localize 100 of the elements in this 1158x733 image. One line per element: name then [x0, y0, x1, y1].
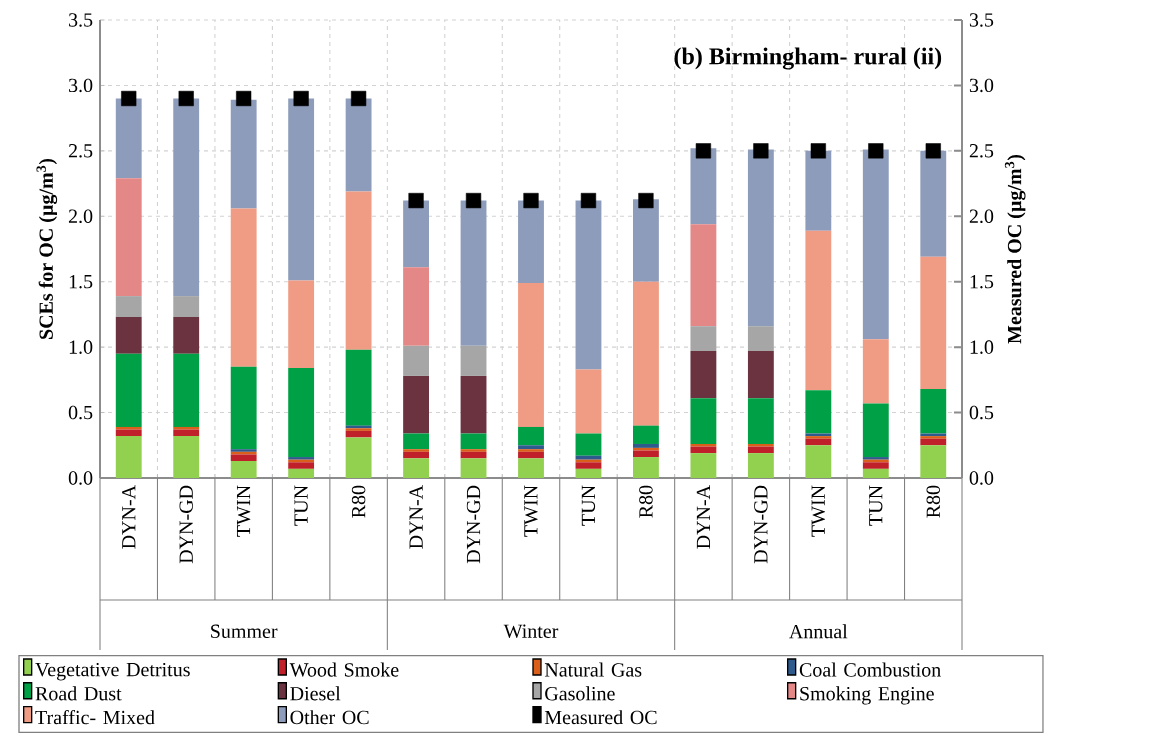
x-tick-label: DYN-GD: [179, 485, 193, 564]
bar: [230, 208, 257, 367]
bar: [633, 443, 659, 448]
bar: [403, 267, 429, 346]
bar: [173, 296, 200, 317]
bar: [575, 455, 602, 460]
bar: [403, 345, 429, 376]
y-axis-title: SCEs for OC (µg/m$^{3}$): [36, 158, 58, 339]
bar: [690, 326, 717, 352]
y-tick-label: 1.5: [69, 274, 93, 289]
bar: [288, 468, 315, 478]
x-tick-label: TWIN: [236, 485, 251, 537]
point: [810, 143, 826, 159]
bar: [862, 462, 889, 469]
bar: [518, 282, 544, 427]
bar: [115, 178, 142, 297]
x-tick-label: TUN: [869, 485, 883, 526]
point: [408, 192, 424, 209]
bar: [115, 353, 142, 427]
bar: [403, 375, 429, 434]
x-tick-label: DYN-A: [409, 485, 423, 549]
x-tick-label: R80: [351, 485, 366, 518]
x-tick-label: TWIN: [524, 485, 538, 537]
bar: [288, 98, 315, 281]
bar: [747, 453, 774, 478]
bar: [747, 351, 774, 399]
bar: [633, 457, 659, 478]
bar: [862, 149, 889, 340]
point: [293, 90, 309, 107]
bar: [747, 398, 774, 444]
point: [580, 192, 597, 209]
legend-label: Road Dust: [35, 686, 122, 701]
point: [465, 192, 482, 209]
legend-label: Diesel: [290, 686, 341, 701]
x-tick-label: DYN-A: [696, 485, 711, 549]
bar: [115, 426, 142, 430]
legend-label: Gasoline: [545, 686, 615, 701]
point: [753, 143, 769, 159]
y2-tick-label: 1.5: [970, 274, 994, 289]
bar: [575, 200, 602, 370]
bar: [115, 296, 142, 317]
bar: [518, 451, 544, 459]
bar: [805, 230, 832, 391]
bar: [345, 437, 372, 478]
bar: [805, 390, 832, 434]
bar: [230, 99, 257, 209]
x-tick-label: TUN: [294, 485, 308, 526]
y-tick-label: 0.5: [68, 405, 93, 420]
bar: [518, 458, 544, 478]
bar: [518, 445, 544, 450]
x-tick-label: DYN-A: [122, 485, 136, 549]
y2-tick-label: 3.5: [969, 13, 994, 27]
bar: [173, 436, 200, 478]
bar: [690, 398, 717, 444]
legend-label: Natural Gas: [544, 662, 642, 677]
y2-tick-label: 1.0: [970, 340, 994, 354]
y2-tick-label: 2.5: [969, 144, 994, 158]
bar: [173, 353, 200, 427]
y2-tick-label: 2.0: [969, 209, 994, 224]
bar: [230, 460, 257, 478]
bar: [633, 447, 659, 451]
point: [178, 90, 194, 107]
bar: [633, 199, 659, 282]
bar: [173, 316, 200, 354]
legend-label: Other OC: [290, 710, 369, 725]
bar: [862, 468, 889, 478]
bar: [862, 403, 889, 458]
y-tick-label: 0.0: [68, 471, 93, 485]
bar: [115, 98, 142, 179]
text: Annual: [789, 624, 848, 639]
point: [351, 90, 367, 107]
bar: [633, 450, 659, 458]
y-tick-label: 3.5: [69, 13, 93, 27]
bar: [575, 462, 602, 469]
legend-label: Traffic- Mixed: [35, 709, 155, 725]
y-tick-label: 2.0: [68, 209, 93, 224]
bar: [690, 453, 717, 478]
bar: [288, 368, 315, 458]
bar: [920, 438, 947, 446]
bar: [518, 426, 544, 446]
legend-label: Measured OC: [544, 710, 657, 725]
bar: [920, 388, 947, 434]
bar: [288, 280, 315, 369]
bar: [403, 451, 429, 459]
bar: [403, 458, 429, 478]
bar: [690, 446, 717, 454]
bar: [403, 200, 429, 268]
y-tick-label: 3.0: [69, 78, 93, 93]
bar: [690, 224, 717, 327]
point: [121, 90, 137, 107]
bar: [805, 150, 832, 231]
x-tick-label: DYN-GD: [754, 485, 768, 564]
bar: [173, 426, 200, 430]
point: [925, 143, 941, 159]
point: [868, 143, 884, 159]
bar: [115, 429, 142, 437]
bar: [690, 351, 717, 399]
x-tick-label: R80: [639, 485, 653, 518]
point: [236, 90, 252, 107]
y2-tick-label: 0.5: [969, 405, 994, 420]
